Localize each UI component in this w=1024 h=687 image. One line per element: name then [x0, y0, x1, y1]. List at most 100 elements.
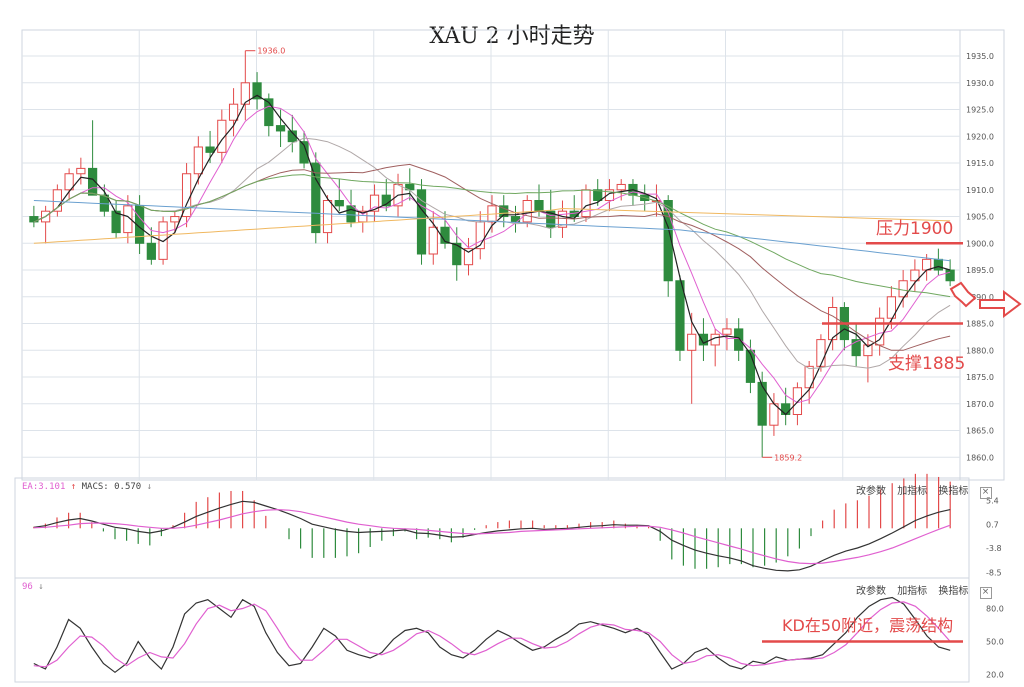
ma250-line	[33, 207, 951, 244]
candle-down	[734, 328, 744, 351]
arrow-up-icon: ↑	[70, 482, 77, 492]
change-params-button[interactable]: 改参数	[856, 486, 886, 497]
candle-up	[123, 205, 133, 234]
y-tick-label: 1875.0	[966, 373, 994, 382]
arrow-right-icon	[979, 290, 1022, 318]
ma60-line	[33, 174, 951, 298]
y-tick-label: 1865.0	[966, 427, 994, 436]
kd-toolbar: 改参数 加指标 换指标 ×	[848, 582, 992, 599]
candle-up	[616, 183, 626, 191]
candle-down	[87, 167, 98, 196]
candle-down	[452, 242, 462, 266]
candle-down	[111, 210, 121, 234]
candle-up	[240, 82, 250, 105]
y-tick-label: 1890.0	[966, 293, 994, 302]
candle-down	[593, 189, 603, 202]
y-tick-label: 1935.0	[966, 52, 994, 61]
y-tick-label: 1915.0	[966, 159, 994, 168]
candle-up	[217, 119, 227, 153]
main-pane-frame	[21, 29, 1005, 481]
kd-prefix: 96	[22, 582, 33, 592]
support-annotation: 支撑1885	[888, 354, 966, 374]
candle-down	[499, 205, 509, 218]
chart-title: XAU 2 小时走势	[429, 24, 595, 49]
candle-down	[546, 210, 556, 228]
macd-text: MACS: 0.570	[81, 482, 142, 492]
candle-down	[945, 269, 955, 282]
resistance-annotation: 压力1900	[876, 219, 954, 239]
candle-down	[675, 280, 685, 351]
ma120-line	[33, 200, 951, 262]
arrow-down-icon: ↓	[146, 482, 153, 492]
candle-down	[698, 333, 709, 346]
macd-indicator-label: EA:3.101 ↑ MACS: 0.570 ↓	[22, 482, 152, 492]
y-tick-label: 1900.0	[966, 239, 994, 248]
close-icon[interactable]: ×	[979, 587, 992, 599]
kd-d-line	[33, 601, 951, 668]
y-tick-label: 1860.0	[966, 453, 994, 462]
candle-down	[252, 82, 262, 100]
candle-down	[299, 141, 309, 164]
arrow-down-icon: ↓	[38, 582, 44, 592]
candle-up	[804, 365, 814, 389]
candle-up	[910, 269, 920, 282]
add-indicator-button[interactable]: 加指标	[897, 586, 928, 597]
candle-up	[322, 200, 333, 234]
candle-up	[581, 189, 591, 218]
add-indicator-button[interactable]: 加指标	[897, 486, 928, 497]
candle-down	[757, 381, 767, 426]
kd-pane-frame	[14, 577, 970, 683]
y-tick-label: 1920.0	[966, 132, 994, 141]
candle-down	[346, 205, 356, 223]
candle-up	[722, 328, 732, 335]
candle-down	[534, 200, 544, 212]
candle-up	[64, 173, 74, 191]
y-tick-label: 1905.0	[966, 213, 994, 222]
y-tick-label: 1885.0	[966, 320, 994, 329]
candle-down	[205, 146, 215, 153]
kd-y-tick-label: 20.0	[986, 671, 1004, 680]
kd-indicator-label: 96 ↓	[22, 582, 44, 592]
candle-down	[663, 200, 673, 282]
high-label: 1936.0	[257, 47, 285, 56]
switch-indicator-button[interactable]: 换指标	[938, 486, 969, 497]
low-label: 1859.2	[774, 453, 802, 462]
candle-down	[275, 125, 286, 132]
macd-y-tick-label: 5.4	[986, 496, 999, 505]
ma5-line	[33, 105, 951, 404]
candle-up	[898, 280, 908, 298]
candle-up	[428, 226, 438, 255]
candle-down	[311, 162, 321, 234]
candle-up	[228, 103, 239, 121]
candle-up	[52, 189, 62, 212]
candle-down	[264, 98, 274, 127]
candle-up	[158, 221, 168, 260]
candle-up	[604, 189, 615, 202]
macd-dif-line	[33, 500, 951, 572]
candle-down	[146, 242, 156, 260]
y-tick-label: 1880.0	[966, 346, 994, 355]
candle-down	[334, 200, 344, 207]
macd-y-tick-label: -3.8	[986, 544, 1002, 553]
ma10-line	[33, 94, 951, 416]
candle-up	[922, 258, 932, 271]
change-params-button[interactable]: 改参数	[856, 586, 886, 597]
candle-down	[134, 205, 145, 244]
candle-up	[863, 344, 873, 357]
candle-up	[76, 167, 86, 175]
close-icon[interactable]: ×	[979, 487, 992, 499]
y-tick-label: 1930.0	[966, 79, 994, 88]
macd-y-tick-label: 0.7	[986, 521, 999, 530]
macd-y-tick-label: -8.5	[986, 568, 1002, 577]
macd-toolbar: 改参数 加指标 换指标 ×	[848, 482, 992, 499]
y-tick-label: 1925.0	[966, 106, 994, 115]
candle-down	[29, 216, 39, 223]
kd-annotation: KD在50附近，震荡结构	[782, 616, 954, 635]
macd-prefix: EA:	[22, 482, 39, 492]
candle-down	[416, 189, 427, 255]
kd-y-tick-label: 50.0	[986, 638, 1004, 647]
switch-indicator-button[interactable]: 换指标	[938, 586, 969, 597]
macd-value: 3.101	[38, 482, 66, 492]
candle-down	[781, 403, 791, 415]
